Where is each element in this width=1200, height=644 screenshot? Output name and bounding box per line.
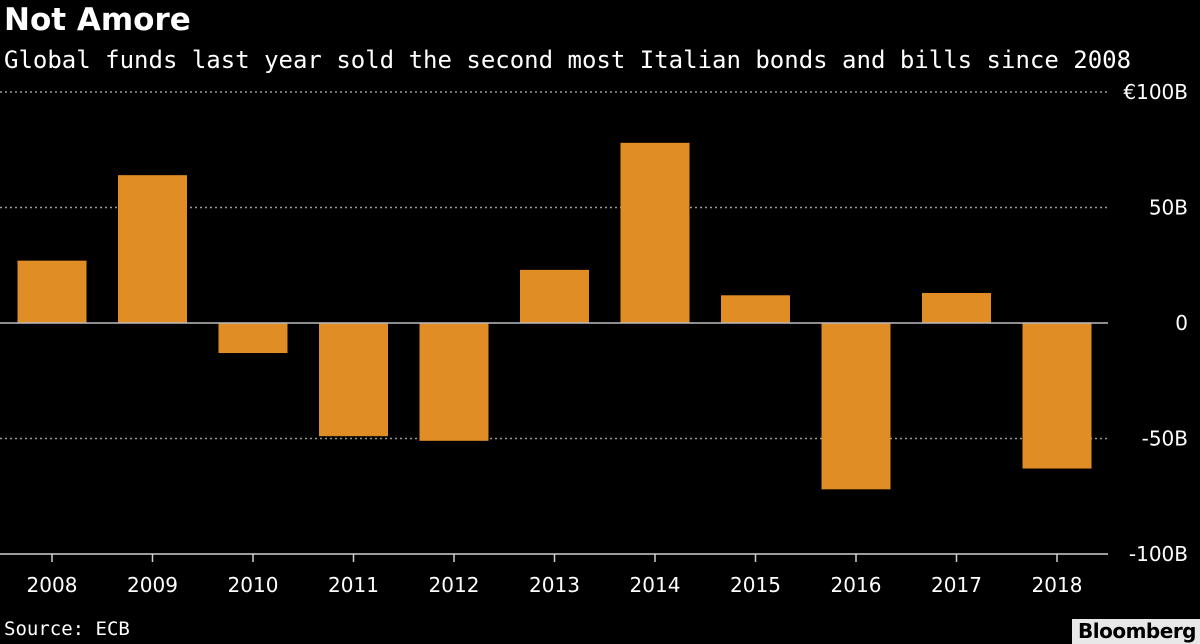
x-tick-label: 2009 xyxy=(127,573,178,597)
x-tick-label: 2017 xyxy=(931,573,982,597)
chart-subtitle: Global funds last year sold the second m… xyxy=(4,46,1132,74)
x-tick-label: 2018 xyxy=(1032,573,1083,597)
y-tick-label: -100B xyxy=(1129,542,1188,566)
x-tick-label: 2012 xyxy=(429,573,480,597)
bloomberg-logo: Bloomberg xyxy=(1072,619,1200,644)
bar-2010 xyxy=(218,323,288,354)
axes xyxy=(0,322,1108,562)
x-tick-label: 2014 xyxy=(630,573,681,597)
bar-2014 xyxy=(620,142,690,323)
bar-2017 xyxy=(922,292,991,323)
bar-2018 xyxy=(1022,323,1092,469)
bar-2012 xyxy=(419,323,489,441)
y-tick-label: 50B xyxy=(1149,196,1188,220)
bar-2008 xyxy=(17,260,87,323)
x-tick-label: 2008 xyxy=(27,573,78,597)
bar-2013 xyxy=(520,269,589,323)
bars xyxy=(17,142,1092,490)
x-tick-labels: 2008 2009 2010 2011 2012 2013 2014 2015 2016 2017… xyxy=(27,573,1083,597)
bar-2016 xyxy=(821,323,891,490)
bar-2009 xyxy=(118,175,187,323)
x-tick-label: 2010 xyxy=(228,573,279,597)
y-tick-label: -50B xyxy=(1142,427,1188,451)
chart-title: Not Amore xyxy=(4,2,191,38)
y-tick-label: €100B xyxy=(1123,80,1188,104)
bar-2011 xyxy=(319,323,388,437)
source-note: Source: ECB xyxy=(4,618,130,640)
y-tick-label: 0 xyxy=(1175,311,1188,335)
x-tick-label: 2016 xyxy=(831,573,882,597)
bar-2015 xyxy=(721,295,790,323)
x-tick-label: 2011 xyxy=(328,573,379,597)
x-tick-label: 2013 xyxy=(529,573,580,597)
x-tick-label: 2015 xyxy=(730,573,781,597)
y-tick-labels: €100B 50B 0 -50B -100B xyxy=(1123,80,1188,566)
